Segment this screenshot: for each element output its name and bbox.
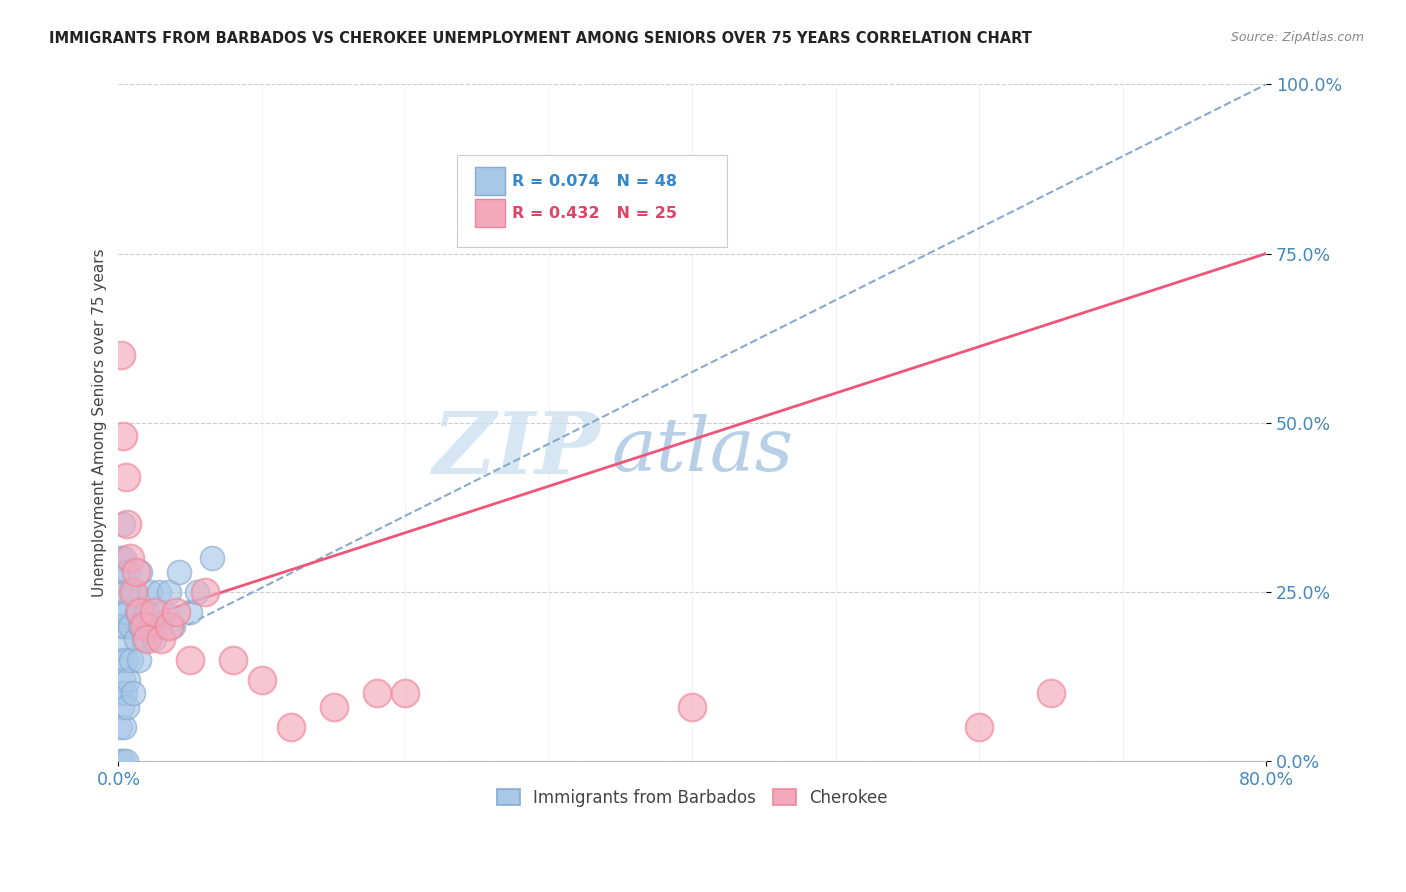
Point	[112, 632, 135, 647]
Text: R = 0.432   N = 25: R = 0.432 N = 25	[512, 205, 678, 220]
Point	[115, 517, 138, 532]
Text: ZIP: ZIP	[433, 408, 600, 491]
Point	[141, 619, 163, 633]
Point	[114, 585, 136, 599]
Point	[222, 652, 245, 666]
Point	[179, 652, 201, 666]
Point	[112, 517, 135, 532]
Point	[110, 686, 132, 700]
Point	[115, 605, 138, 619]
Point	[136, 605, 159, 619]
Point	[129, 605, 152, 619]
Point	[124, 565, 146, 579]
Point	[110, 551, 132, 566]
Point	[111, 754, 134, 768]
Text: R = 0.074   N = 48: R = 0.074 N = 48	[512, 174, 678, 189]
Point	[111, 565, 134, 579]
Point	[967, 720, 990, 734]
Point	[366, 686, 388, 700]
Point	[193, 585, 215, 599]
Point	[143, 605, 166, 619]
Text: atlas: atlas	[612, 414, 794, 486]
Point	[110, 619, 132, 633]
Point	[150, 632, 173, 647]
Point	[118, 551, 141, 566]
Point	[117, 673, 139, 687]
Point	[117, 565, 139, 579]
Text: IMMIGRANTS FROM BARBADOS VS CHEROKEE UNEMPLOYMENT AMONG SENIORS OVER 75 YEARS CO: IMMIGRANTS FROM BARBADOS VS CHEROKEE UNE…	[49, 31, 1032, 46]
Point	[150, 619, 173, 633]
Point	[108, 754, 131, 768]
Point	[114, 686, 136, 700]
Point	[681, 700, 703, 714]
Point	[124, 632, 146, 647]
Point	[1039, 686, 1062, 700]
Point	[115, 700, 138, 714]
Point	[118, 619, 141, 633]
Point	[108, 720, 131, 734]
Point	[110, 652, 132, 666]
Point	[114, 652, 136, 666]
Point	[186, 585, 208, 599]
Point	[250, 673, 273, 687]
Point	[280, 720, 302, 734]
Point	[111, 429, 134, 443]
Point	[127, 605, 149, 619]
Point	[111, 605, 134, 619]
Point	[136, 632, 159, 647]
Point	[121, 585, 143, 599]
Point	[114, 470, 136, 484]
Point	[394, 686, 416, 700]
Point	[143, 632, 166, 647]
Point	[322, 700, 344, 714]
Point	[157, 585, 180, 599]
Point	[111, 673, 134, 687]
Point	[110, 348, 132, 362]
Point	[114, 754, 136, 768]
Point	[157, 619, 180, 633]
Point	[112, 551, 135, 566]
Point	[120, 652, 142, 666]
Point	[179, 605, 201, 619]
Point	[165, 605, 187, 619]
Point	[134, 632, 156, 647]
Point	[129, 565, 152, 579]
Point	[167, 565, 190, 579]
Point	[201, 551, 224, 566]
Point	[162, 619, 184, 633]
Point	[129, 619, 152, 633]
Point	[121, 686, 143, 700]
Point	[111, 700, 134, 714]
Point	[153, 605, 176, 619]
FancyBboxPatch shape	[457, 155, 727, 247]
Point	[121, 585, 143, 599]
Point	[148, 585, 170, 599]
Legend: Immigrants from Barbados, Cherokee: Immigrants from Barbados, Cherokee	[489, 782, 894, 814]
Y-axis label: Unemployment Among Seniors over 75 years: Unemployment Among Seniors over 75 years	[93, 249, 107, 597]
FancyBboxPatch shape	[475, 199, 505, 227]
Point	[112, 619, 135, 633]
Point	[110, 585, 132, 599]
Point	[139, 585, 162, 599]
Point	[112, 720, 135, 734]
Text: Source: ZipAtlas.com: Source: ZipAtlas.com	[1230, 31, 1364, 45]
Point	[128, 652, 150, 666]
FancyBboxPatch shape	[475, 167, 505, 195]
Point	[134, 619, 156, 633]
